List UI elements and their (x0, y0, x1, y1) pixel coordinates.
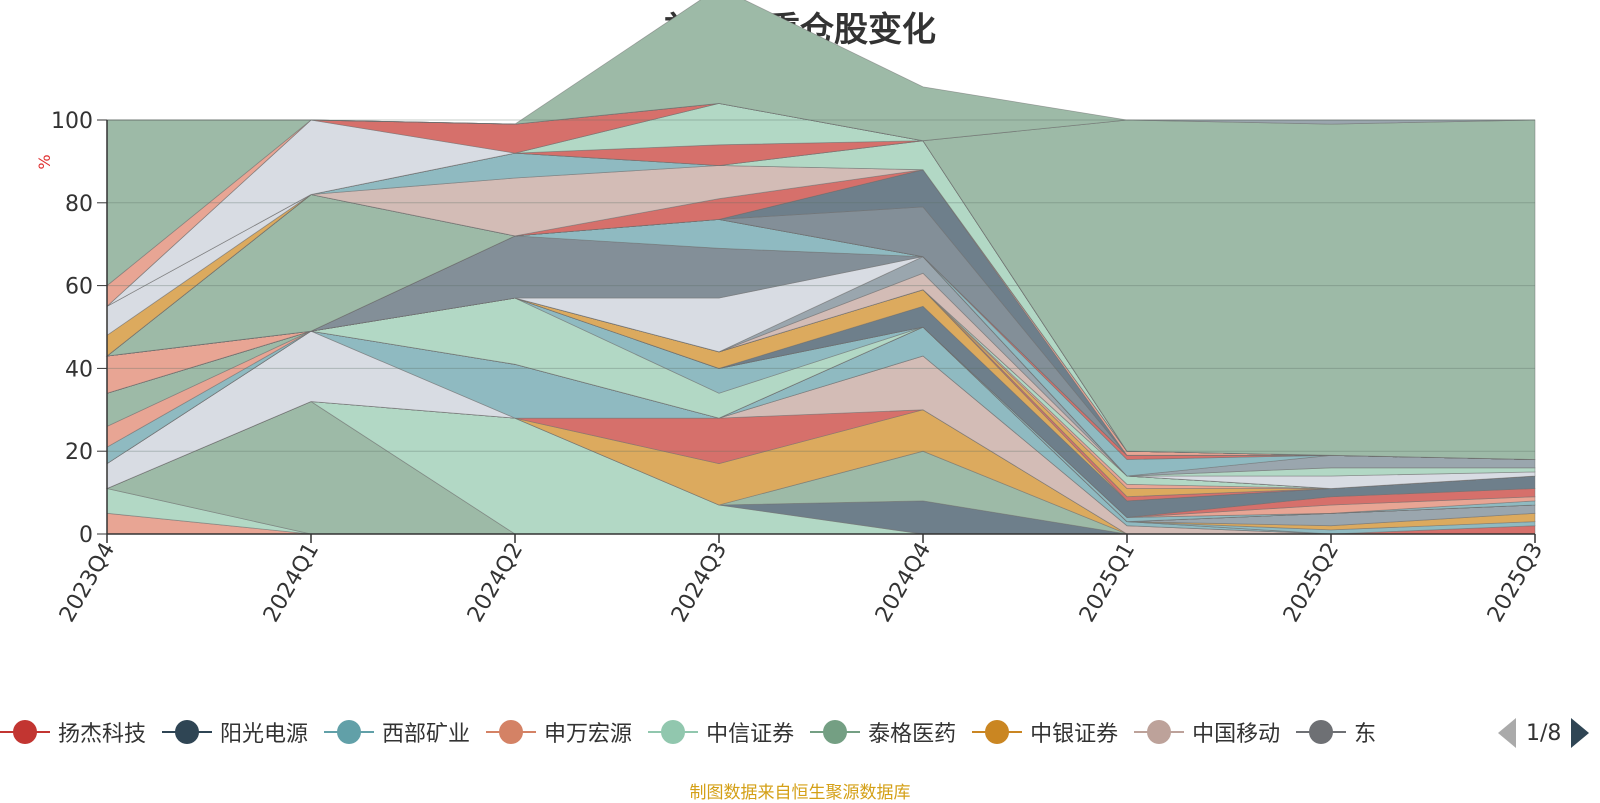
legend-item-label: 东 (1354, 722, 1377, 747)
x-tick-label: 2024Q4 (871, 539, 936, 627)
legend-marker-icon (972, 720, 1023, 744)
x-tick-label: 2023Q4 (55, 539, 120, 627)
legend-marker-icon (0, 720, 50, 744)
legend-item-label: 中银证券 (1030, 722, 1119, 747)
legend-item[interactable]: 西部矿业 (324, 712, 470, 752)
legend-item[interactable]: 泰格医药 (810, 712, 956, 752)
y-tick-label: 0 (79, 523, 93, 548)
legend-item-label: 泰格医药 (868, 722, 957, 747)
legend-item-label: 中国移动 (1192, 722, 1281, 747)
chart-plot-area: % 0 20 40 60 80 100 2023Q4 2024Q1 2024Q2 2024Q3 20… (35, 0, 1548, 627)
legend-prev-page-arrow-icon[interactable] (1498, 718, 1516, 748)
y-tick-label: 20 (65, 440, 93, 465)
y-axis-label: % (35, 154, 54, 169)
legend-pager: 1/8 (1498, 716, 1598, 750)
y-tick-label: 80 (65, 192, 93, 217)
legend-item[interactable]: 阳光电源 (162, 712, 308, 752)
x-tick-label: 2024Q2 (463, 539, 528, 627)
legend-item[interactable]: 中信证券 (648, 712, 794, 752)
legend-item[interactable]: 申万宏源 (486, 712, 632, 752)
area-series-59 (107, 0, 1535, 142)
legend-marker-icon (324, 720, 375, 744)
legend-item-label: 阳光电源 (220, 722, 309, 747)
legend-item[interactable]: 中银证券 (972, 712, 1118, 752)
grid-lines (107, 119, 1535, 535)
data-source-note: 制图数据来自恒生聚源数据库 (689, 783, 911, 803)
stacked-areas (105, 0, 1536, 535)
legend-marker-icon (486, 720, 537, 744)
legend-item[interactable]: 东 (1296, 712, 1376, 752)
legend-next-page-arrow-icon[interactable] (1571, 718, 1590, 748)
legend-item-label: 西部矿业 (382, 722, 471, 747)
x-tick-label: 2025Q1 (1075, 539, 1140, 627)
legend-item-label: 扬杰科技 (58, 722, 147, 747)
x-tick-label: 2024Q1 (259, 539, 324, 627)
legend: 扬杰科技 阳光电源 西部矿业 申万宏源 中信证券 泰格医药 中银证券 中国移动 东 (0, 712, 1490, 752)
legend-item[interactable]: 中国移动 (1134, 712, 1280, 752)
x-tick-label: 2024Q3 (667, 539, 732, 627)
x-tick-label: 2025Q3 (1483, 539, 1548, 627)
legend-marker-icon (810, 720, 861, 744)
x-tick-label: 2025Q2 (1279, 539, 1344, 627)
legend-marker-icon (648, 720, 699, 744)
legend-item[interactable]: 扬杰科技 (0, 712, 146, 752)
y-tick-label: 100 (51, 109, 93, 134)
legend-item-label: 中信证券 (706, 722, 795, 747)
legend-marker-icon (1134, 720, 1185, 744)
legend-marker-icon (1296, 720, 1347, 744)
legend-marker-icon (162, 720, 213, 744)
legend-item-label: 申万宏源 (544, 722, 633, 747)
y-tick-label: 40 (65, 357, 93, 382)
y-tick-label: 60 (65, 275, 93, 300)
legend-page-indicator: 1/8 (1526, 720, 1562, 746)
